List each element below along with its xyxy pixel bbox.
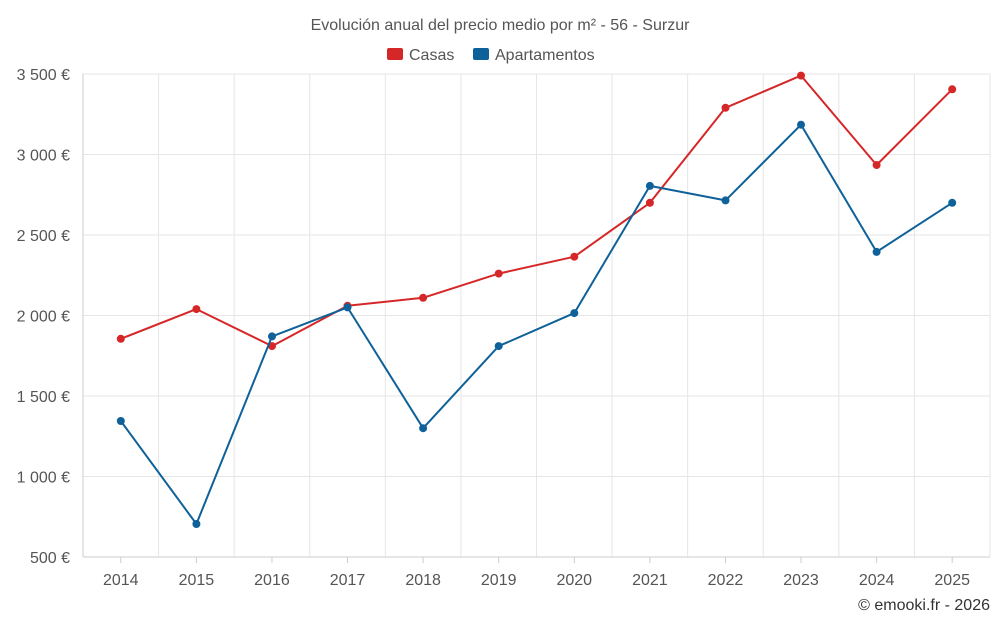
legend-swatch-apartamentos bbox=[473, 48, 489, 60]
legend-swatch-casas bbox=[387, 48, 403, 60]
series bbox=[116, 71, 957, 528]
data-point-casas[interactable] bbox=[419, 293, 428, 302]
data-point-apartamentos[interactable] bbox=[797, 120, 805, 129]
data-point-casas[interactable] bbox=[948, 85, 957, 94]
data-point-casas[interactable] bbox=[645, 198, 654, 207]
x-tick-label: 2018 bbox=[405, 572, 441, 589]
x-tick-label: 2023 bbox=[783, 572, 819, 589]
data-point-apartamentos[interactable] bbox=[343, 303, 352, 312]
legend-item-casas[interactable]: Casas bbox=[387, 47, 454, 64]
x-tick-label: 2020 bbox=[556, 572, 592, 589]
x-tick-label: 2019 bbox=[481, 572, 517, 589]
y-tick-label: 1 500 € bbox=[17, 389, 70, 406]
series-line-casas bbox=[119, 74, 954, 348]
x-tick-label: 2022 bbox=[708, 572, 744, 589]
legend: Casas Apartamentos bbox=[387, 47, 595, 64]
data-point-apartamentos[interactable] bbox=[494, 342, 503, 351]
data-point-apartamentos[interactable] bbox=[419, 424, 428, 433]
y-tick-label: 2 500 € bbox=[17, 228, 70, 245]
y-tick-label: 3 000 € bbox=[17, 148, 70, 165]
series-line-apartamentos bbox=[119, 123, 954, 525]
legend-item-apartamentos[interactable]: Apartamentos bbox=[473, 47, 595, 64]
data-point-apartamentos[interactable] bbox=[570, 309, 579, 318]
x-tick-label: 2017 bbox=[330, 572, 366, 589]
data-point-casas[interactable] bbox=[192, 305, 201, 314]
y-tick-label: 1 000 € bbox=[17, 470, 70, 487]
data-point-casas[interactable] bbox=[872, 161, 881, 169]
x-tick-label: 2014 bbox=[103, 572, 139, 589]
grid bbox=[83, 73, 991, 557]
data-point-apartamentos[interactable] bbox=[721, 196, 730, 205]
data-point-apartamentos[interactable] bbox=[192, 520, 201, 528]
x-tick-label: 2024 bbox=[859, 572, 895, 589]
data-point-casas[interactable] bbox=[570, 252, 579, 261]
x-tick-label: 2015 bbox=[179, 572, 215, 589]
data-point-apartamentos[interactable] bbox=[116, 417, 125, 425]
axes bbox=[82, 74, 990, 563]
data-point-casas[interactable] bbox=[797, 71, 805, 80]
data-point-apartamentos[interactable] bbox=[948, 198, 957, 207]
data-point-apartamentos[interactable] bbox=[645, 181, 654, 190]
data-point-apartamentos[interactable] bbox=[268, 332, 276, 341]
x-tick-label: 2021 bbox=[632, 572, 668, 589]
tick-labels: 500 € 1 000 € 1 500 € 2 000 € 2 500 € 3 000 €… bbox=[17, 67, 970, 589]
y-tick-label: 500 € bbox=[30, 550, 70, 567]
data-point-casas[interactable] bbox=[116, 334, 125, 343]
y-tick-label: 3 500 € bbox=[17, 67, 70, 84]
credit-text: © emooki.fr - 2026 bbox=[858, 597, 990, 614]
data-point-casas[interactable] bbox=[721, 103, 730, 112]
legend-label-casas: Casas bbox=[409, 47, 454, 64]
data-point-apartamentos[interactable] bbox=[872, 247, 881, 256]
chart-title: Evolución anual del precio medio por m² … bbox=[311, 17, 691, 34]
data-point-casas[interactable] bbox=[494, 269, 503, 278]
y-tick-label: 2 000 € bbox=[17, 309, 70, 326]
x-tick-label: 2016 bbox=[254, 572, 290, 589]
x-tick-label: 2025 bbox=[934, 572, 970, 589]
data-point-casas[interactable] bbox=[268, 342, 276, 351]
legend-label-apartamentos: Apartamentos bbox=[495, 47, 595, 64]
